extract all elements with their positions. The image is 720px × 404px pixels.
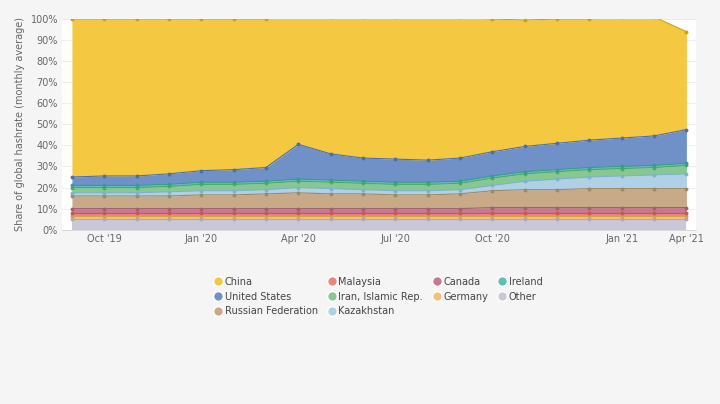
- Legend: China, United States, Russian Federation, Malaysia, Iran, Islamic Rep., Kazakhst: China, United States, Russian Federation…: [216, 277, 542, 316]
- Y-axis label: Share of global hashrate (monthly average): Share of global hashrate (monthly averag…: [15, 17, 25, 231]
